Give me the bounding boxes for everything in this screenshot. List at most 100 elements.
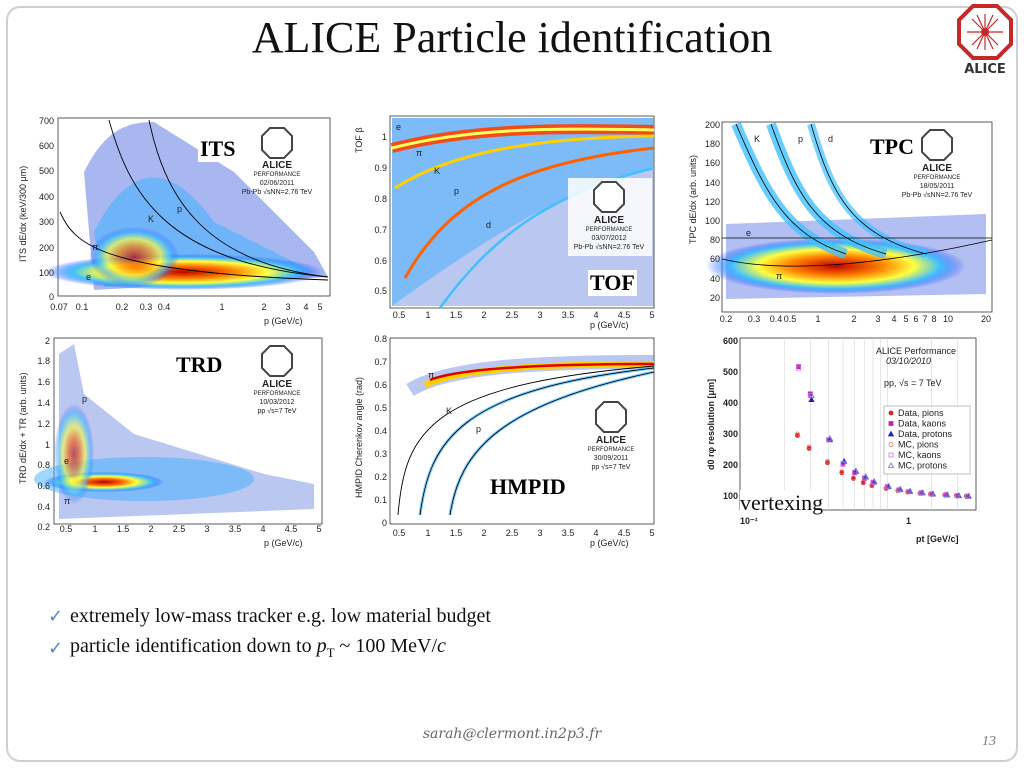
svg-text:700: 700	[39, 116, 54, 126]
data-point	[808, 392, 815, 398]
svg-text:4: 4	[593, 310, 598, 320]
tpc-label: TPC	[868, 134, 916, 160]
its-label: ITS	[198, 136, 238, 162]
svg-text:5: 5	[316, 524, 321, 534]
svg-text:600: 600	[39, 141, 54, 151]
svg-text:1: 1	[425, 528, 430, 538]
data-point	[825, 460, 830, 466]
svg-text:8: 8	[931, 314, 936, 324]
svg-text:5: 5	[649, 310, 654, 320]
svg-text:PERFORMANCE: PERFORMANCE	[254, 172, 301, 178]
legend-marker	[888, 442, 894, 447]
trd-badge: ALICE PERFORMANCE 10/03/2012 pp √s=7 TeV	[254, 345, 300, 415]
svg-text:1: 1	[425, 310, 430, 320]
legend-marker	[888, 421, 894, 426]
svg-text:0.5: 0.5	[393, 310, 406, 320]
trd-y-ticks: 2 1.8 1.6 1.4 1.2 1 0.8 0.6 0.4 0.2	[37, 336, 50, 532]
svg-text:5: 5	[317, 302, 322, 312]
tof-x-ticks: 0.5 1 1.5 2 2.5 3 3.5 4 4.5 5	[393, 310, 655, 320]
its-x-ticks: 0.07 0.1 0.2 0.3 0.4 1 2 3 4 5	[50, 302, 322, 312]
data-point	[826, 435, 834, 441]
legend-entry: MC, kaons	[898, 450, 942, 460]
svg-text:pt [GeV/c]: pt [GeV/c]	[916, 534, 959, 544]
data-point	[919, 489, 926, 495]
svg-text:2: 2	[261, 302, 266, 312]
svg-text:d0 rφ resolution [μm]: d0 rφ resolution [μm]	[706, 379, 716, 470]
its-badge: ALICE PERFORMANCE 02/06/2011 Pb-Pb √sNN=…	[242, 127, 313, 196]
svg-text:0.3: 0.3	[140, 302, 153, 312]
svg-text:1: 1	[815, 314, 820, 324]
svg-text:2: 2	[481, 528, 486, 538]
svg-text:10/03/2012: 10/03/2012	[259, 399, 294, 406]
svg-text:TOF β: TOF β	[354, 127, 364, 153]
data-point	[884, 484, 890, 489]
svg-text:ALICE Performance: ALICE Performance	[876, 346, 956, 356]
svg-text:1: 1	[92, 524, 97, 534]
data-point	[796, 365, 802, 371]
hmpid-label: HMPID	[488, 474, 568, 500]
data-point	[955, 492, 962, 498]
svg-text:30/09/2011: 30/09/2011	[594, 455, 629, 462]
svg-text:1.8: 1.8	[37, 356, 50, 366]
svg-text:0.5: 0.5	[374, 286, 387, 296]
svg-text:p: p	[476, 424, 481, 434]
svg-text:0.8: 0.8	[374, 194, 387, 204]
svg-text:3.5: 3.5	[229, 524, 242, 534]
svg-text:0.1: 0.1	[76, 302, 89, 312]
svg-text:K: K	[148, 214, 154, 224]
svg-text:p (GeV/c): p (GeV/c)	[590, 538, 629, 548]
svg-text:0.7: 0.7	[374, 225, 387, 235]
svg-text:18/05/2011: 18/05/2011	[920, 183, 955, 190]
svg-text:0.8: 0.8	[37, 460, 50, 470]
svg-text:2: 2	[481, 310, 486, 320]
svg-text:140: 140	[705, 178, 720, 188]
svg-text:0: 0	[382, 518, 387, 528]
svg-text:40: 40	[710, 274, 720, 284]
svg-text:p (GeV/c): p (GeV/c)	[264, 316, 303, 326]
svg-text:2: 2	[45, 336, 50, 346]
svg-text:20: 20	[981, 314, 991, 324]
legend-marker	[887, 462, 895, 468]
data-point	[905, 489, 911, 495]
hmpid-badge: ALICE PERFORMANCE 30/09/2011 pp √s=7 TeV	[588, 401, 634, 471]
svg-text:2: 2	[851, 314, 856, 324]
svg-text:π: π	[416, 148, 422, 158]
svg-text:1: 1	[45, 440, 50, 450]
legend-entry: Data, pions	[898, 408, 944, 418]
svg-text:pp √s=7 TeV: pp √s=7 TeV	[592, 463, 631, 471]
svg-text:e: e	[746, 228, 751, 238]
data-point	[852, 467, 860, 474]
hmpid-x-ticks: 0.5 1 1.5 2 2.5 3 3.5 4 4.5 5	[393, 528, 655, 538]
svg-text:π: π	[776, 271, 782, 281]
svg-text:TRD dE/dx + TR (arb. units): TRD dE/dx + TR (arb. units)	[18, 372, 28, 484]
svg-text:0.4: 0.4	[374, 426, 387, 436]
svg-text:ALICE: ALICE	[964, 62, 1006, 76]
svg-text:π: π	[64, 496, 70, 506]
tof-panel: e π K p d 1 0.9 0.8 0.7 0.6 0.5 0.5 1 1.…	[350, 108, 672, 330]
bullet-item: ✓ particle identification down to pT ~ 1…	[48, 632, 491, 664]
svg-text:1.2: 1.2	[37, 419, 50, 429]
svg-text:d: d	[828, 134, 833, 144]
footer-email: sarah@clermont.in2p3.fr	[422, 726, 602, 742]
svg-text:K: K	[754, 134, 760, 144]
data-point	[906, 487, 914, 494]
svg-text:03/07/2012: 03/07/2012	[591, 235, 626, 242]
legend-entry: MC, pions	[898, 440, 939, 450]
check-icon: ✓	[48, 605, 64, 627]
svg-text:180: 180	[705, 139, 720, 149]
svg-text:3: 3	[285, 302, 290, 312]
svg-text:02/06/2011: 02/06/2011	[260, 180, 295, 187]
svg-text:p (GeV/c): p (GeV/c)	[264, 538, 303, 548]
svg-text:500: 500	[39, 166, 54, 176]
svg-text:0.4: 0.4	[37, 502, 50, 512]
svg-text:e: e	[64, 456, 69, 466]
svg-text:pp, √s = 7 TeV: pp, √s = 7 TeV	[884, 378, 942, 388]
svg-text:0.1: 0.1	[374, 495, 387, 505]
svg-text:400: 400	[39, 192, 54, 202]
legend-marker	[887, 430, 895, 437]
svg-text:ALICE: ALICE	[922, 163, 952, 174]
svg-text:1.6: 1.6	[37, 377, 50, 387]
svg-text:1.5: 1.5	[450, 310, 463, 320]
svg-text:0: 0	[49, 292, 54, 302]
